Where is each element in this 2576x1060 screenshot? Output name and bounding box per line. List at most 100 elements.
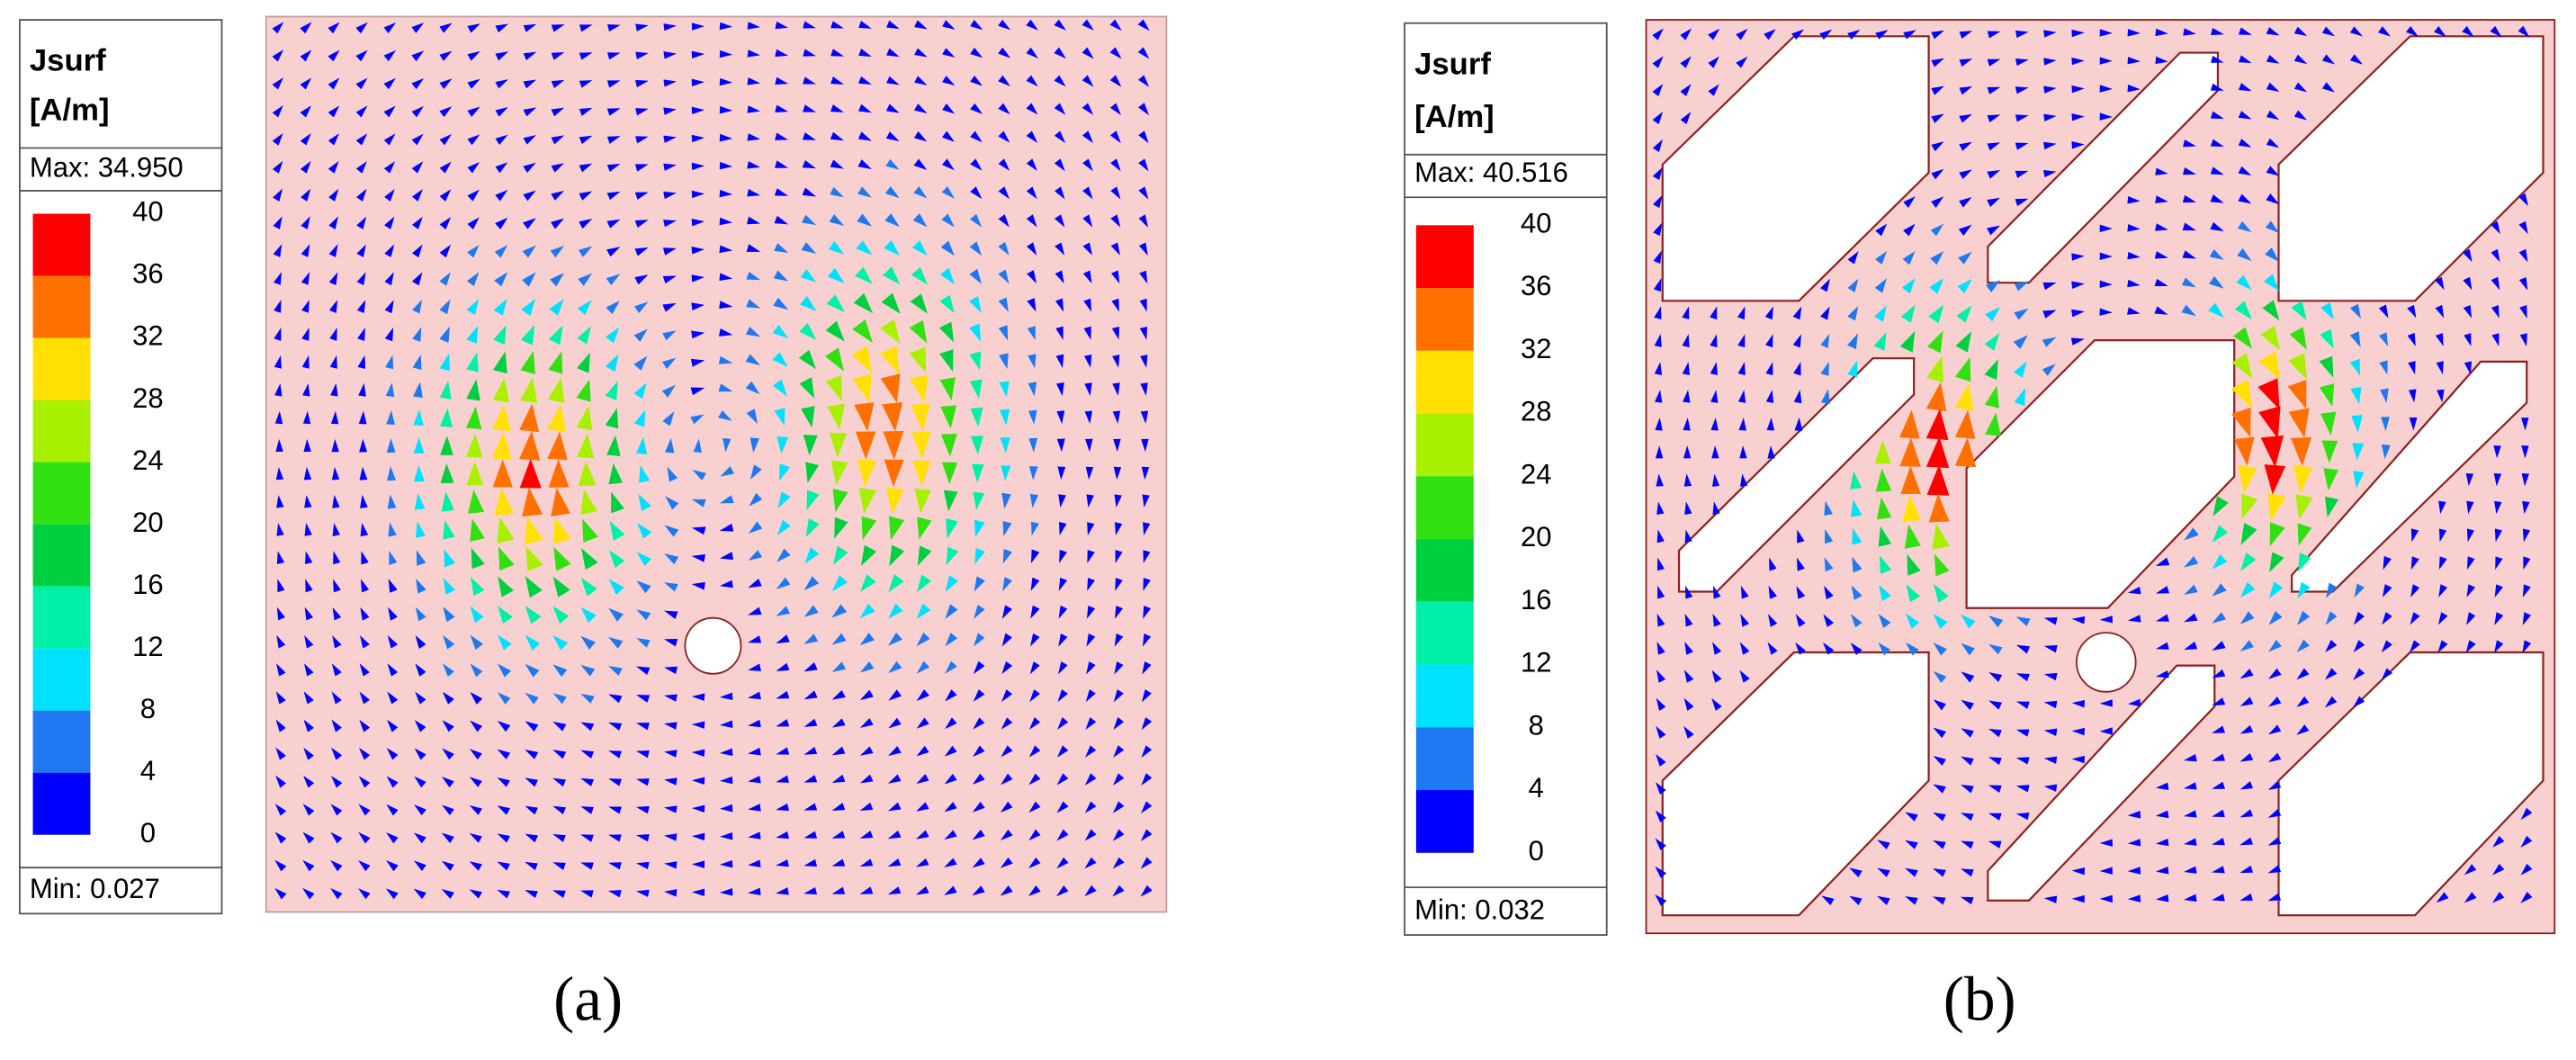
field-arrow (1683, 390, 1691, 403)
field-arrow (2267, 865, 2282, 874)
field-arrow (1851, 499, 1862, 517)
field-arrow (1959, 31, 1973, 40)
field-arrow (2288, 408, 2310, 438)
field-arrow (2269, 552, 2284, 573)
field-arrow (1082, 214, 1093, 228)
field-arrow (1904, 524, 1921, 549)
field-arrow (272, 49, 284, 62)
field-arrow (691, 581, 705, 590)
field-arrow (2268, 581, 2284, 599)
field-arrow (998, 269, 1010, 284)
field-arrow (719, 77, 733, 86)
field-arrow (579, 191, 593, 201)
field-arrow (2490, 25, 2502, 38)
field-arrow (469, 777, 482, 787)
field-arrow (2071, 112, 2085, 121)
field-arrow (2379, 360, 2388, 375)
field-arrow (2266, 193, 2280, 205)
field-arrow (723, 437, 732, 453)
field-arrow (664, 777, 678, 786)
field-arrow (2236, 274, 2252, 291)
field-arrow (885, 131, 900, 141)
field-arrow (519, 377, 538, 404)
field-arrow (1874, 305, 1887, 322)
field-arrow (1111, 270, 1120, 284)
field-arrow (635, 136, 649, 144)
field-arrow (1736, 28, 1748, 40)
field-arrow (1792, 334, 1801, 348)
field-arrow (548, 351, 563, 374)
field-arrow (2297, 552, 2311, 572)
field-arrow (664, 553, 679, 565)
field-arrow (414, 493, 426, 510)
field-arrow (636, 609, 651, 621)
field-arrow (415, 691, 426, 705)
field-arrow (1115, 578, 1123, 591)
field-arrow (916, 632, 930, 647)
field-arrow (1143, 550, 1151, 563)
field-arrow (492, 377, 510, 403)
field-arrow (1084, 829, 1097, 841)
field-arrow (824, 347, 844, 372)
field-arrow (1054, 158, 1065, 172)
field-arrow (776, 690, 790, 699)
field-arrow (1655, 810, 1666, 823)
field-arrow (2155, 557, 2170, 566)
field-arrow (2349, 303, 2361, 319)
field-arrow (2293, 26, 2308, 36)
field-arrow (2099, 699, 2113, 707)
field-arrow (2127, 586, 2141, 595)
field-arrow (467, 162, 480, 174)
field-arrow (806, 490, 820, 510)
field-arrow (606, 108, 621, 116)
field-arrow (2522, 584, 2531, 598)
field-arrow (859, 661, 875, 673)
field-arrow (470, 720, 483, 732)
field-arrow (2296, 724, 2310, 735)
field-arrow (2043, 169, 2057, 178)
field-arrow (386, 804, 399, 816)
field-arrow (969, 351, 982, 371)
field-arrow (1987, 197, 2001, 208)
field-arrow (1055, 354, 1064, 368)
field-arrow (2521, 473, 2529, 487)
field-arrow (1656, 529, 1665, 543)
field-arrow (803, 718, 818, 727)
field-arrow (2268, 668, 2282, 679)
field-arrow (2319, 355, 2334, 378)
field-arrow (1929, 278, 1944, 294)
field-arrow (2210, 139, 2224, 148)
field-arrow (2378, 304, 2389, 319)
field-arrow (1821, 895, 1835, 906)
field-arrow (719, 245, 733, 254)
field-arrow (497, 777, 510, 787)
colorbar-swatch (1415, 350, 1474, 414)
field-arrow (691, 860, 705, 868)
field-arrow (974, 519, 985, 538)
field-arrow (552, 576, 570, 597)
field-arrow (2267, 780, 2282, 791)
field-arrow (2262, 300, 2280, 321)
colorbar-label: 16 (132, 569, 164, 600)
field-arrow (885, 158, 900, 170)
field-arrow (913, 186, 928, 199)
field-arrow (1112, 382, 1120, 396)
field-arrow (1933, 583, 1949, 603)
field-arrow (969, 241, 983, 256)
field-arrow (774, 407, 785, 427)
field-arrow (580, 577, 597, 597)
field-arrow (1878, 642, 1891, 656)
field-arrow (1113, 438, 1121, 453)
field-arrow (300, 160, 311, 174)
field-arrow (1849, 867, 1862, 877)
field-arrow (1027, 298, 1037, 312)
field-arrow (1026, 130, 1038, 143)
field-arrow (2409, 417, 2418, 431)
field-arrow (1708, 28, 1720, 40)
field-arrow (914, 48, 928, 58)
field-arrow (2127, 894, 2141, 903)
legend-title: Jsurf (30, 44, 106, 78)
field-arrow (1737, 362, 1746, 376)
field-arrow (1138, 130, 1149, 144)
field-arrow (998, 130, 1010, 143)
